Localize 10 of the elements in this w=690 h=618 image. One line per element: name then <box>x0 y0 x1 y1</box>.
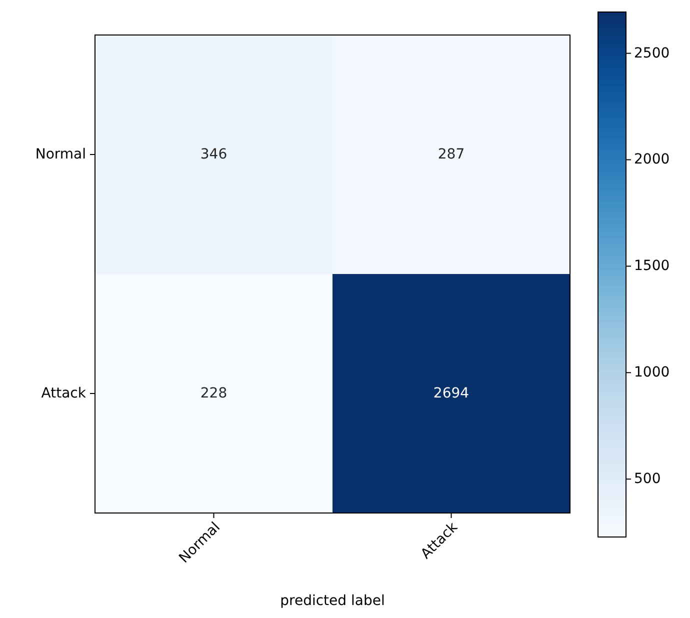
color-bar-label: 2500 <box>634 45 670 62</box>
data-label: 228 <box>200 386 228 402</box>
color-bar-label: 500 <box>634 471 661 488</box>
color-bar-label: 1000 <box>634 364 670 381</box>
data-label: 346 <box>200 146 228 162</box>
color-bar-label: 2000 <box>634 152 670 168</box>
data-label: 2694 <box>433 386 470 402</box>
color-bar-label: 1500 <box>634 258 670 274</box>
data-label: 287 <box>438 146 465 162</box>
x-axis-title: predicted label <box>280 593 385 609</box>
